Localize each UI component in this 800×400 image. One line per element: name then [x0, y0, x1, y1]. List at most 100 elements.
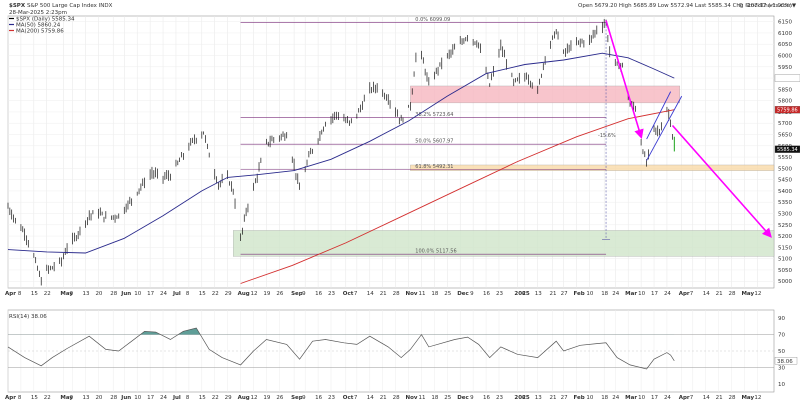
- y-tick-label: 5200: [778, 234, 792, 240]
- y-tick-label: 5700: [778, 121, 792, 127]
- rsi-x-tick-label: 14: [703, 395, 710, 400]
- rsi-x-tick-label: 29: [225, 395, 232, 400]
- rsi-x-tick-label: Jul: [172, 395, 181, 400]
- date-axis: AprApr8815152222MayMay66131320202828JunJ…: [5, 291, 761, 400]
- rsi-x-tick-label: 16: [315, 395, 322, 400]
- y-tick-label: 5450: [778, 178, 792, 184]
- x-tick-label: 14: [703, 291, 710, 297]
- rsi-x-tick-label: 19: [263, 395, 270, 400]
- fib-label: 0.0% 6099.09: [415, 17, 450, 23]
- rsi-x-tick-label: 7: [690, 395, 694, 400]
- rsi-x-tick-label: 13: [535, 395, 542, 400]
- rsi-x-tick-label: 28: [110, 395, 117, 400]
- y-tick-label: 5550: [778, 155, 792, 161]
- price-tag-box: [774, 74, 800, 82]
- x-tick-label: 17: [651, 291, 658, 297]
- chart-symbol: $SPX: [9, 3, 26, 9]
- rsi-x-tick-label: Dec: [457, 395, 469, 400]
- x-tick-label: Apr: [5, 291, 16, 297]
- rsi-y-tick-label: 50: [778, 349, 785, 355]
- chart-header: $SPX S&P 500 Large Cap Index INDX 28-Mar…: [9, 2, 797, 320]
- rsi-y-tick-label: 70: [778, 333, 785, 339]
- x-tick-label: 14: [367, 291, 374, 297]
- x-tick-label: 10: [134, 291, 141, 297]
- x-tick-label: 23: [328, 291, 335, 297]
- x-tick-label: Apr: [679, 291, 690, 297]
- rsi-x-tick-label: May: [741, 395, 754, 400]
- x-tick-label: 10: [638, 291, 645, 297]
- x-tick-label: Sep: [291, 291, 303, 297]
- annotations: -15.6%: [598, 20, 772, 240]
- price-tag-box: [774, 106, 800, 114]
- rsi-x-tick-label: 8: [186, 395, 190, 400]
- x-tick-label: 22: [44, 291, 51, 297]
- y-tick-label: 5250: [778, 223, 792, 229]
- legend-price: $SPX (Daily) 5585.34: [16, 17, 75, 23]
- price-tag: 5900.23: [777, 76, 798, 82]
- rsi-x-tick-label: 9: [302, 395, 306, 400]
- x-tick-label: 2025: [514, 291, 529, 297]
- rsi-x-tick-label: 18: [431, 395, 438, 400]
- y-tick-label: 5650: [778, 133, 792, 139]
- y-tick-label: 5950: [778, 65, 792, 71]
- rsi-x-tick-label: Jun: [120, 395, 131, 400]
- rsi-x-tick-label: 23: [496, 395, 503, 400]
- x-tick-label: 16: [483, 291, 490, 297]
- rsi-x-tick-label: Feb: [574, 395, 585, 400]
- series-line: [7, 52, 675, 254]
- x-tick-label: 22: [212, 291, 219, 297]
- rsi-x-tick-label: Sep: [291, 395, 303, 400]
- rsi-x-tick-label: 8: [18, 395, 22, 400]
- downtrend-arrow-2: [671, 124, 772, 238]
- x-tick-label: Mar: [625, 291, 637, 297]
- rsi-x-tick-label: 2025: [514, 395, 529, 400]
- x-tick-label: 26: [276, 291, 283, 297]
- x-tick-label: 19: [263, 291, 270, 297]
- rsi-x-tick-label: 6: [522, 395, 526, 400]
- x-tick-label: 11: [418, 291, 425, 297]
- fib-label: 50.0% 5607.97: [415, 139, 453, 145]
- target-zone: [233, 230, 775, 257]
- x-tick-label: 7: [690, 291, 694, 297]
- rsi-line: [7, 327, 675, 370]
- x-tick-label: 21: [550, 291, 557, 297]
- highlight-zones: [233, 85, 775, 257]
- x-tick-label: 13: [535, 291, 542, 297]
- rsi-x-tick-label: 26: [276, 395, 283, 400]
- rsi-panel: 10 30 50 70 90 38.06: [7, 316, 798, 388]
- x-tick-label: Dec: [457, 291, 469, 297]
- rsi-x-tick-label: 7: [354, 395, 358, 400]
- x-tick-label: 17: [147, 291, 154, 297]
- rsi-x-tick-label: 16: [483, 395, 490, 400]
- rsi-x-tick-label: Mar: [625, 395, 637, 400]
- legend-ma50: MA(50) 5860.24: [16, 23, 61, 29]
- x-tick-label: 10: [586, 291, 593, 297]
- y-tick-label: 5050: [778, 268, 792, 274]
- x-tick-label: 9: [470, 291, 474, 297]
- x-tick-label: 21: [380, 291, 387, 297]
- y-tick-label: 6100: [778, 31, 792, 37]
- series-line: [240, 109, 675, 284]
- rsi-x-tick-label: 21: [380, 395, 387, 400]
- rsi-x-tick-label: 21: [550, 395, 557, 400]
- rsi-x-tick-label: 11: [418, 395, 425, 400]
- rsi-x-tick-label: 24: [664, 395, 671, 400]
- rsi-x-tick-label: 10: [638, 395, 645, 400]
- rsi-x-tick-label: May: [60, 395, 73, 400]
- price-tag-box: [774, 145, 800, 153]
- x-tick-label: 24: [612, 291, 619, 297]
- moving-averages: [7, 52, 675, 284]
- rsi-x-tick-label: Oct: [343, 395, 354, 400]
- y-tick-label: 5800: [778, 99, 792, 105]
- x-tick-label: Oct: [343, 291, 354, 297]
- price-bars: [7, 19, 675, 286]
- fib-label: 38.2% 5723.64: [415, 112, 453, 118]
- rsi-x-tick-label: 24: [160, 395, 167, 400]
- x-tick-label: Jul: [172, 291, 181, 297]
- x-tick-label: 18: [601, 291, 608, 297]
- x-tick-label: 8: [18, 291, 22, 297]
- rsi-x-tick-label: 24: [612, 395, 619, 400]
- y-tick-label: 6050: [778, 42, 792, 48]
- rsi-x-tick-label: 27: [561, 395, 568, 400]
